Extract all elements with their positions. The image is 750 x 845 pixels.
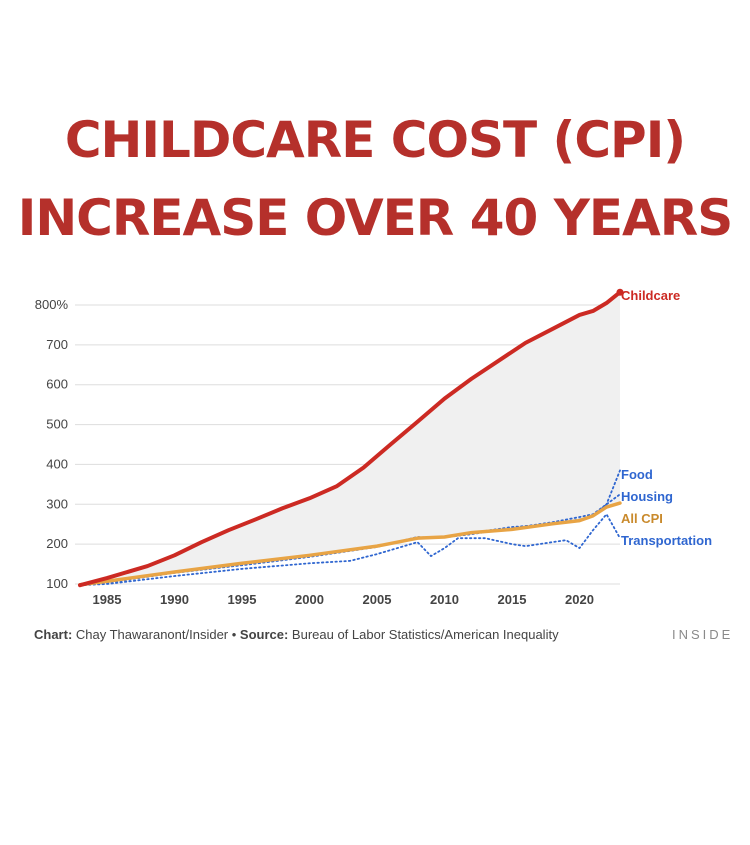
- footer-source-label: Source:: [239, 627, 289, 642]
- x-tick-label: 1990: [160, 592, 189, 607]
- x-tick-label: 2005: [363, 592, 392, 607]
- footer-chart-credit: Chay Thawaranont/Insider •: [72, 627, 240, 642]
- footer-source-text: Bureau of Labor Statistics/American Ineq…: [288, 627, 559, 642]
- shaded-area: [80, 292, 620, 586]
- footer-chart-label: Chart:: [34, 627, 73, 642]
- y-tick-label: 100: [46, 576, 68, 591]
- series-label-childcare: Childcare: [621, 288, 680, 303]
- x-tick-label: 2010: [430, 592, 459, 607]
- y-tick-label: 700: [46, 337, 68, 352]
- x-tick-label: 2000: [295, 592, 324, 607]
- x-tick-label: 2020: [565, 592, 594, 607]
- headline-line-1: CHILDCARE COST (CPI): [64, 111, 686, 169]
- chart-footer: Chart: Chay Thawaranont/Insider • Source…: [34, 627, 559, 642]
- y-tick-label: 400: [46, 456, 68, 471]
- chart: 100 200 300 400 500 600 700 800% 1985 1990 1995 200…: [35, 288, 712, 607]
- y-tick-label: 200: [46, 536, 68, 551]
- y-tick-label: 300: [46, 496, 68, 511]
- y-tick-label: 800%: [35, 297, 69, 312]
- x-tick-label: 2015: [498, 592, 527, 607]
- series-line-transportation: [79, 513, 621, 587]
- childcare-end-dot: [616, 288, 624, 296]
- series-label-food: Food: [621, 467, 653, 482]
- x-tick-label: 1985: [93, 592, 122, 607]
- headline-line-2: INCREASE OVER 40 YEARS: [17, 189, 734, 247]
- series-label-all-cpi: All CPI: [621, 511, 663, 526]
- x-tick-label: 1995: [228, 592, 257, 607]
- series-label-transportation: Transportation: [621, 533, 712, 548]
- brand-logo-text: INSIDE: [672, 627, 734, 642]
- y-tick-label: 600: [46, 377, 68, 392]
- series-line-all-cpi: [78, 501, 622, 587]
- y-tick-label: 500: [46, 417, 68, 432]
- series-line-childcare: [78, 290, 622, 588]
- series-label-housing: Housing: [621, 489, 673, 504]
